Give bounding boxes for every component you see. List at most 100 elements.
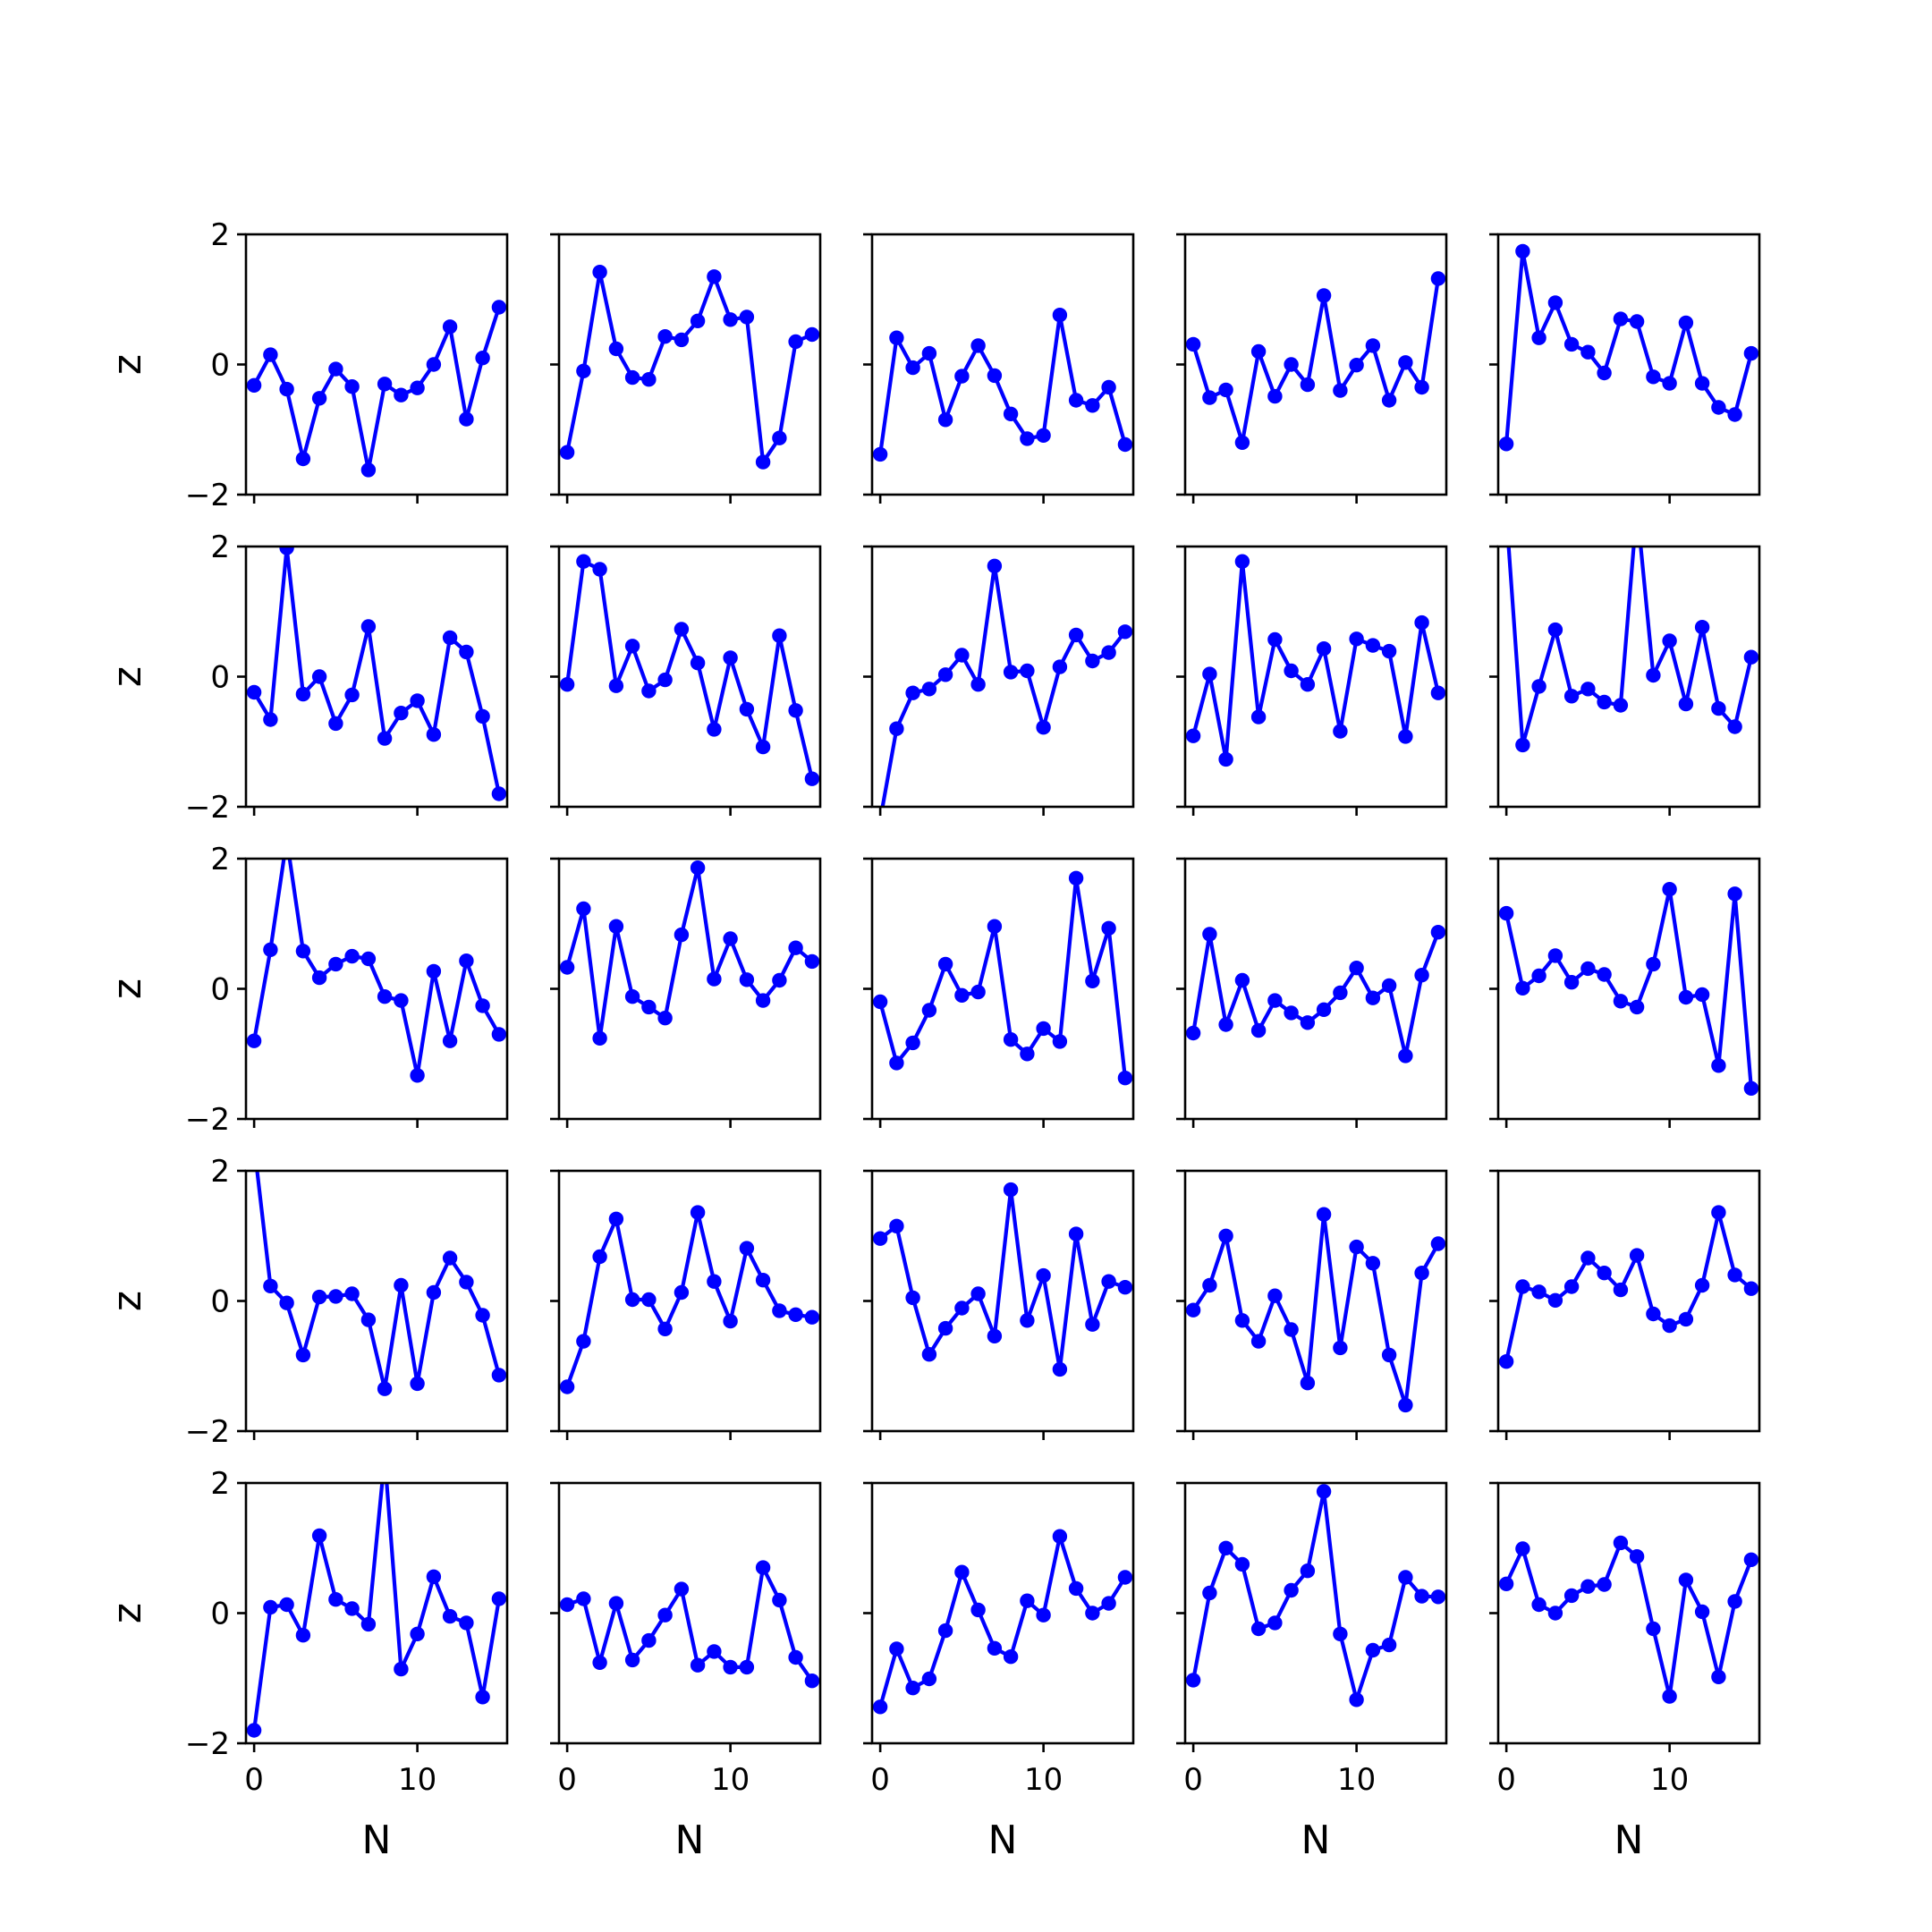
data-point xyxy=(1678,696,1694,712)
series-group xyxy=(246,1483,507,1738)
data-point xyxy=(970,1602,986,1618)
data-point xyxy=(772,430,787,445)
data-point xyxy=(1414,968,1429,983)
data-point xyxy=(641,1292,657,1308)
data-point xyxy=(1085,1317,1100,1332)
data-point xyxy=(788,703,803,718)
series-line xyxy=(1191,278,1440,445)
data-point xyxy=(937,956,953,972)
series-line xyxy=(565,1210,813,1388)
series-line xyxy=(252,306,501,472)
panel-3-3 xyxy=(863,857,1135,1128)
data-point xyxy=(1036,720,1051,735)
data-point xyxy=(1365,990,1381,1005)
data-point xyxy=(1398,1048,1413,1063)
data-point xyxy=(1267,1615,1283,1631)
data-point xyxy=(1629,314,1645,329)
data-point xyxy=(491,1368,507,1383)
data-point xyxy=(1218,1017,1233,1032)
data-point xyxy=(1085,398,1100,413)
panel-frame xyxy=(1496,1481,1761,1745)
data-point xyxy=(1036,1021,1051,1037)
data-point xyxy=(1398,729,1413,744)
data-point xyxy=(1185,1025,1201,1041)
data-point xyxy=(360,1312,377,1327)
data-point xyxy=(1036,428,1051,443)
data-point xyxy=(1547,948,1563,963)
data-point xyxy=(1365,338,1381,353)
data-point xyxy=(246,1723,262,1738)
panel-3-5 xyxy=(1489,857,1761,1128)
data-point xyxy=(788,1649,803,1665)
data-point xyxy=(1414,379,1429,395)
series-group xyxy=(1185,271,1446,450)
data-point xyxy=(657,1321,673,1337)
data-point xyxy=(559,1379,575,1394)
data-point xyxy=(804,1674,820,1689)
data-point xyxy=(459,411,474,427)
y-tick-label: 0 xyxy=(210,660,230,696)
data-point xyxy=(1185,1302,1201,1318)
data-point xyxy=(360,462,377,478)
panel-5-1: −2 0 2 0 10 z N xyxy=(105,1466,509,1863)
data-point xyxy=(1316,1207,1332,1222)
data-point xyxy=(394,993,409,1008)
data-point xyxy=(1629,999,1645,1015)
data-point xyxy=(624,639,640,654)
data-point xyxy=(1234,1556,1250,1572)
data-point xyxy=(723,1659,738,1675)
y-axis-label: z xyxy=(105,1603,150,1623)
series-line xyxy=(1506,547,1753,748)
data-point xyxy=(1662,633,1677,648)
data-point xyxy=(889,721,904,736)
data-point xyxy=(1398,1397,1413,1413)
data-point xyxy=(1563,975,1580,990)
y-tick-label: −2 xyxy=(185,790,230,826)
x-tick-label: 0 xyxy=(244,1762,264,1798)
data-point xyxy=(328,716,343,732)
data-point xyxy=(426,1569,442,1585)
data-point xyxy=(739,1241,755,1256)
data-point xyxy=(987,1328,1003,1344)
data-point xyxy=(442,1250,458,1266)
data-point xyxy=(1597,694,1612,710)
data-point xyxy=(1020,1593,1035,1608)
data-point xyxy=(1068,1580,1084,1597)
data-point xyxy=(1052,308,1068,323)
data-point xyxy=(872,446,888,462)
data-point xyxy=(475,708,490,724)
data-point xyxy=(889,1055,904,1071)
data-point xyxy=(707,1644,722,1659)
data-point xyxy=(295,1628,311,1643)
data-point xyxy=(1300,1015,1316,1030)
data-point xyxy=(1646,956,1661,972)
data-point xyxy=(1052,1361,1068,1377)
data-point xyxy=(279,381,294,397)
data-point xyxy=(1300,1563,1316,1579)
data-point xyxy=(1531,1597,1546,1613)
data-point xyxy=(707,971,722,987)
data-point xyxy=(1711,1669,1726,1685)
data-point xyxy=(328,1289,343,1304)
panel-frame xyxy=(244,233,509,496)
data-point xyxy=(1202,1585,1217,1601)
y-tick-label: −2 xyxy=(185,1726,230,1762)
y-tick-label: 2 xyxy=(210,1466,230,1502)
data-point xyxy=(491,1591,507,1606)
data-point xyxy=(311,391,327,406)
data-point xyxy=(576,1334,591,1349)
data-point xyxy=(905,685,920,700)
data-point xyxy=(1430,271,1446,286)
series-group xyxy=(1185,554,1446,767)
panel-2-1: −2 0 2 z xyxy=(105,530,509,826)
data-point xyxy=(394,706,409,721)
series-line xyxy=(1191,1489,1438,1702)
series-group xyxy=(1498,882,1759,1097)
data-point xyxy=(442,1608,458,1624)
data-point xyxy=(360,951,377,967)
data-point xyxy=(1267,1288,1283,1303)
data-point xyxy=(804,953,820,970)
data-point xyxy=(1101,920,1116,936)
data-point xyxy=(608,1596,624,1611)
